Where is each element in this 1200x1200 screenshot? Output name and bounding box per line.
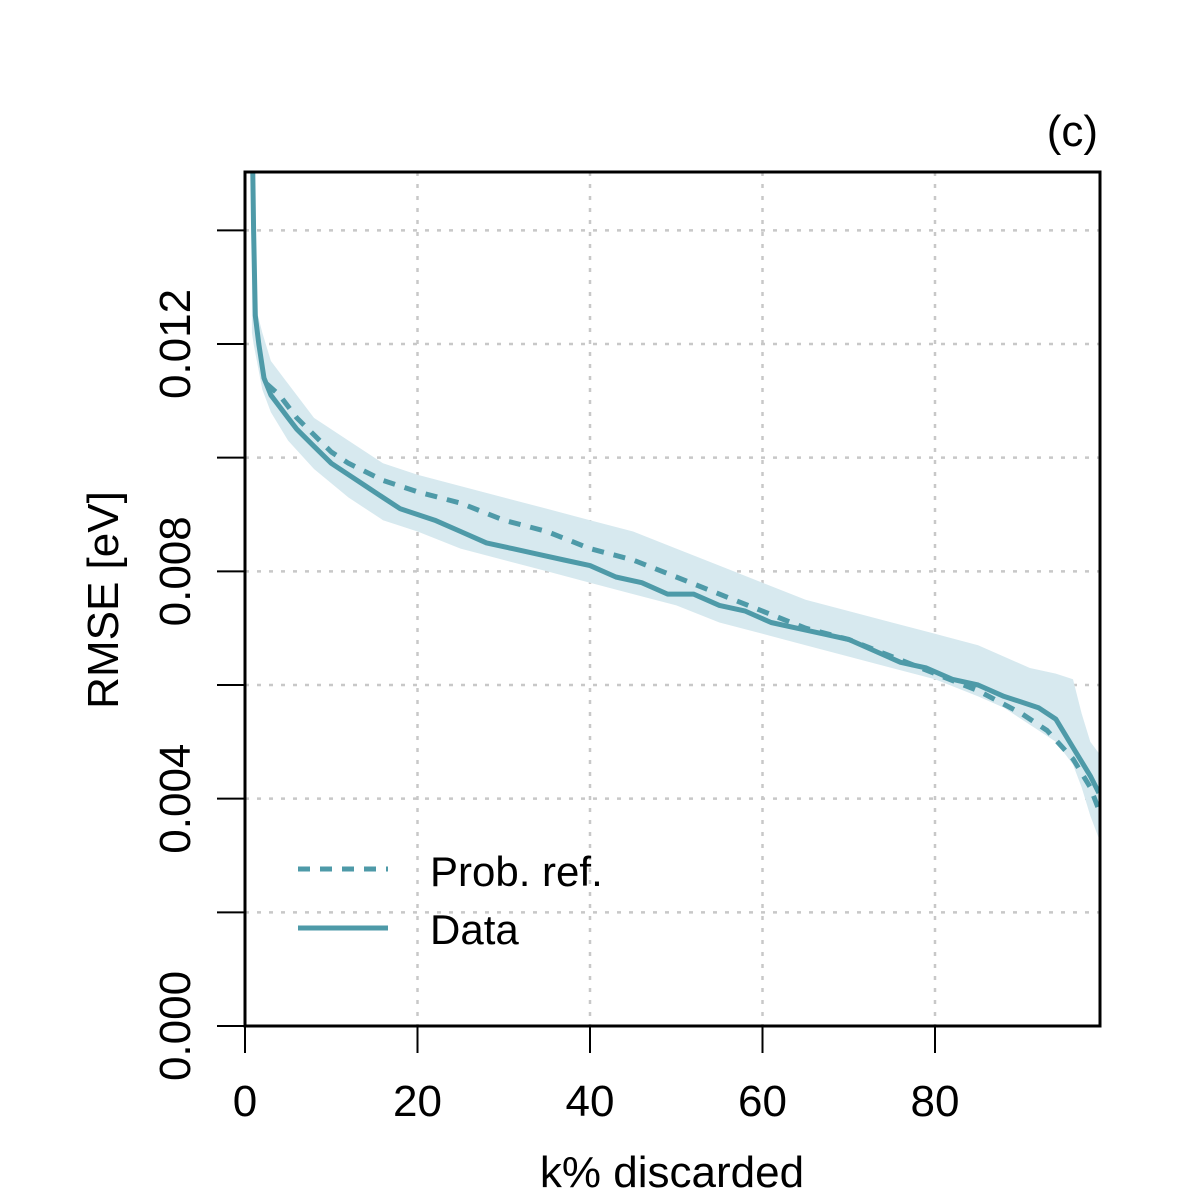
series-line-prob-ref (264, 381, 1102, 811)
y-tick-label-6: 0.012 (151, 289, 200, 399)
x-tick-label-2: 40 (566, 1077, 615, 1126)
x-tick-label-4: 80 (911, 1077, 960, 1126)
x-tick-label-0: 0 (233, 1077, 257, 1126)
panel-label: (c) (1047, 107, 1098, 156)
x-axis-label: k% discarded (540, 1148, 804, 1197)
prob-ref-band (251, 258, 1099, 839)
axis-layer: 0 20 40 60 80 0.000 0.004 0.008 0.012 (151, 229, 960, 1126)
grid-layer (245, 172, 1100, 1026)
y-axis-label: RMSE [eV] (79, 491, 128, 709)
x-tick-label-3: 60 (738, 1077, 787, 1126)
y-tick-label-4: 0.008 (151, 516, 200, 626)
y-tick-label-0: 0.000 (151, 971, 200, 1081)
legend-label-prob-ref: Prob. ref. (430, 848, 603, 895)
x-tick-label-1: 20 (393, 1077, 442, 1126)
series-line-data (250, 173, 1102, 795)
legend: Prob. ref. Data (298, 848, 603, 953)
band-layer (251, 258, 1099, 839)
legend-label-data: Data (430, 906, 519, 953)
plot-frame (243, 170, 1102, 1028)
y-tick-label-2: 0.004 (151, 744, 200, 854)
series-layer (250, 173, 1102, 811)
